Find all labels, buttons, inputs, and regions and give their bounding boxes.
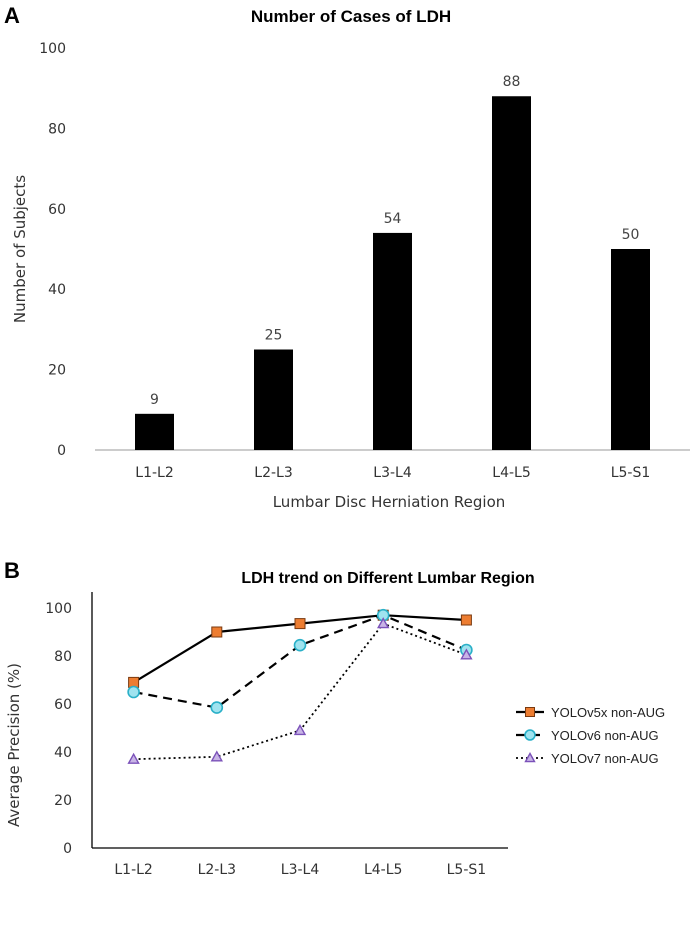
chart-a-ytick: 0 (57, 443, 66, 459)
chart-a-xtick: L5-S1 (611, 465, 651, 481)
chart-b-marker (294, 618, 306, 630)
chart-b-marker (293, 638, 307, 652)
chart-b-ylabel: Average Precision (%) (5, 663, 23, 827)
chart-a-bar (611, 249, 650, 450)
chart-a-bar (135, 413, 174, 450)
chart-b-ytick: 40 (54, 745, 72, 761)
chart-b-marker (377, 617, 390, 629)
chart-b-plot: 0 20 40 60 80 100 L1-L2 L2-L3 L3-L4 L4-L5 L5-S1 (45, 592, 508, 878)
chart-a-xtick: L1-L2 (135, 465, 173, 481)
chart-b-marker (210, 750, 223, 762)
chart-a-bar (254, 349, 293, 450)
chart-a-data-label: 50 (622, 227, 640, 243)
chart-a-xtick: L4-L5 (492, 465, 530, 481)
chart-a-ytick: 100 (39, 41, 66, 57)
chart-b-marker (210, 701, 224, 714)
chart-b-xtick: L3-L4 (281, 862, 320, 878)
chart-a-data-label: 9 (150, 392, 159, 408)
chart-b-marker (460, 648, 473, 660)
chart-b-marker (460, 614, 472, 626)
chart-a-ytick: 40 (48, 282, 66, 298)
chart-a-data-label: 25 (265, 328, 283, 344)
chart-b-marker (127, 685, 140, 699)
chart-a-data-label: 54 (384, 211, 402, 227)
chart-b-xtick: L2-L3 (198, 862, 236, 878)
chart-b-ytick: 60 (54, 697, 72, 713)
chart-b-marker (127, 752, 140, 764)
chart-b-legend: YOLOv5x non-AUG YOLOv6 non-AUG YOLOv7 non-… (516, 705, 665, 766)
chart-b-legend-label: YOLOv6 non-AUG (551, 728, 659, 743)
chart-a-xlabel: Lumbar Disc Herniation Region (273, 493, 506, 511)
chart-b-legend-label: YOLOv5x non-AUG (551, 705, 665, 720)
chart-b-xtick: L4-L5 (364, 862, 402, 878)
chart-b-xtick: L1-L2 (114, 862, 152, 878)
chart-b-ytick: 20 (54, 793, 72, 809)
chart-b-ytick: 80 (54, 649, 72, 665)
chart-a-bar (492, 96, 531, 451)
chart-a-ytick: 80 (48, 121, 66, 137)
chart-b-marker (524, 752, 536, 763)
chart-a-xtick: L2-L3 (254, 465, 292, 481)
chart-b-xtick: L5-S1 (447, 862, 487, 878)
chart-b-marker (524, 729, 536, 741)
chart-b-marker (525, 707, 535, 717)
chart-a-plot: 0 20 40 60 80 100 9 L1-L2 25 L2-L3 54 L3-L4 88 L4-L5 5… (39, 41, 690, 481)
chart-a-ytick: 20 (48, 363, 66, 379)
chart-b-marker (293, 723, 307, 736)
chart-b-marker (211, 626, 223, 638)
chart-a-ytick: 60 (48, 202, 66, 218)
chart-b-legend-label: YOLOv7 non-AUG (551, 751, 659, 766)
chart-a-title: Number of Cases of LDH (251, 7, 451, 26)
chart-a-data-label: 88 (503, 74, 521, 90)
chart-a-bar (373, 232, 412, 450)
chart-a-ylabel: Number of Subjects (11, 175, 29, 323)
chart-b-ytick: 0 (63, 841, 72, 857)
chart-a-xtick: L3-L4 (373, 465, 412, 481)
panel-letter-b: B (4, 558, 20, 583)
chart-b-ytick: 100 (45, 601, 72, 617)
chart-b-title: LDH trend on Different Lumbar Region (241, 570, 534, 587)
panel-letter-a: A (4, 3, 20, 28)
